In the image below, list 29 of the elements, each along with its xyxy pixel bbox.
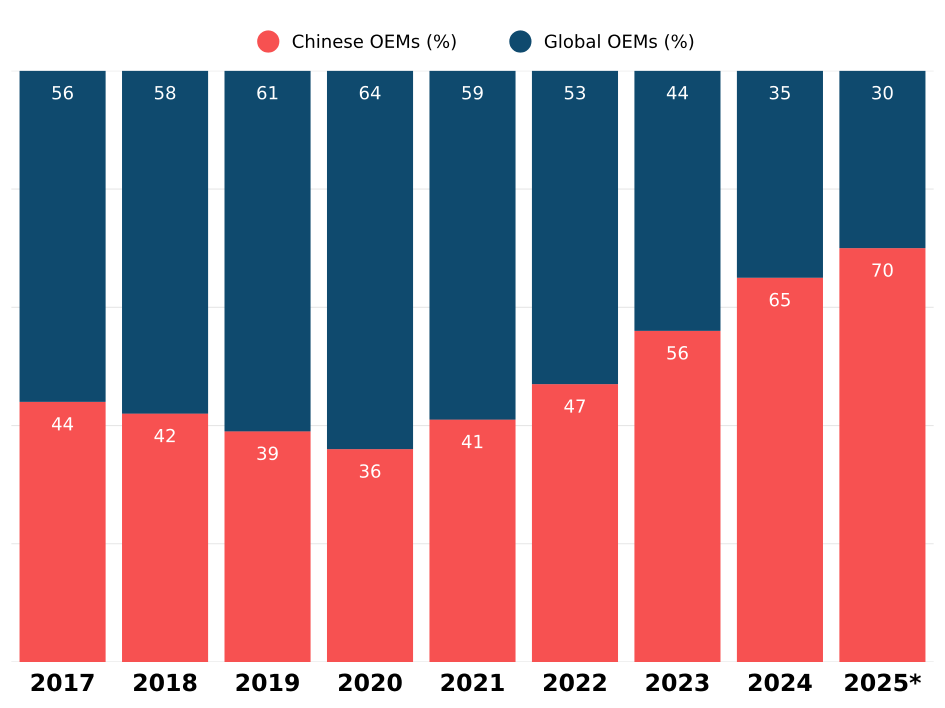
data-label: 44 <box>666 86 688 100</box>
x-tick-label: 2021 <box>442 674 504 692</box>
x-tick-label: 2024 <box>748 674 812 692</box>
data-label: 61 <box>257 86 278 100</box>
data-label: 41 <box>462 434 482 448</box>
x-tick-label: 2022 <box>544 674 606 692</box>
data-label: 42 <box>154 428 175 442</box>
data-label: 70 <box>872 263 893 277</box>
data-label: 44 <box>52 417 74 430</box>
data-label: 64 <box>360 86 380 100</box>
data-label: 35 <box>770 86 790 100</box>
data-label: 56 <box>667 346 688 360</box>
data-label: 56 <box>52 86 73 100</box>
x-tick-label: 2025* <box>845 674 921 692</box>
data-label: 58 <box>154 86 176 100</box>
data-label: 39 <box>257 446 278 460</box>
data-label: 59 <box>462 86 483 100</box>
x-tick-label: 2018 <box>134 674 196 692</box>
data-label: 53 <box>564 86 586 100</box>
x-tick-label: 2020 <box>339 674 402 692</box>
data-label: 47 <box>564 399 585 413</box>
data-label: 36 <box>360 464 380 478</box>
legend-label: Global OEMs (%) <box>544 34 694 50</box>
data-label: 65 <box>770 292 790 306</box>
data-label: 30 <box>872 86 893 100</box>
x-tick-label: 2023 <box>646 674 708 692</box>
legend-label: Chinese OEMs (%) <box>292 34 456 50</box>
x-tick-label: 2019 <box>236 674 299 692</box>
x-tick-label: 2017 <box>32 674 94 692</box>
